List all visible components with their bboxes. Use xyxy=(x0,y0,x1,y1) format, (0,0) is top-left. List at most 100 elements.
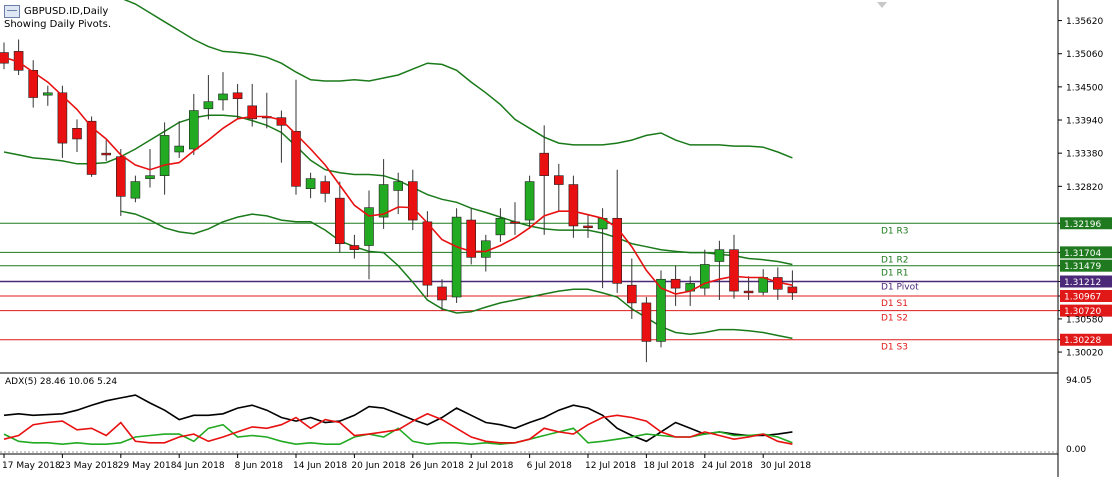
adx-series-1 xyxy=(3,423,793,446)
time-tick-label: 6 Jul 2018 xyxy=(527,461,572,471)
candle-bear xyxy=(539,152,550,176)
candle-bear xyxy=(276,117,287,126)
time-tick-label: 20 Jun 2018 xyxy=(351,461,405,471)
adx-series-2 xyxy=(3,412,793,445)
candle-bull xyxy=(364,207,374,246)
price-tick-label: 1.32820 xyxy=(1066,183,1103,193)
candle-bear xyxy=(743,290,754,294)
price-tag-label: 1.30228 xyxy=(1064,336,1101,346)
price-tag-bg xyxy=(1060,259,1112,272)
time-tick-label: 14 Jun 2018 xyxy=(293,461,347,471)
candle-bear xyxy=(320,181,331,194)
time-tick-label: 29 May 2018 xyxy=(118,461,177,471)
candle-bull xyxy=(42,92,53,96)
band-lower-line xyxy=(120,210,793,340)
adx-tick-label: 94.05 xyxy=(1066,376,1092,386)
candle-bull xyxy=(189,110,199,150)
pivot-label-4: D1 S1 xyxy=(881,299,908,309)
price-tag-label: 1.32196 xyxy=(1064,220,1101,230)
candle-bull xyxy=(174,145,184,153)
candle-bear xyxy=(101,152,111,156)
pivot-label-1: D1 R2 xyxy=(881,255,909,265)
time-tick-label: 18 Jul 2018 xyxy=(643,461,694,471)
candle-bull xyxy=(480,240,491,258)
candle-bear xyxy=(670,278,681,289)
time-tick-label: 17 May 2018 xyxy=(2,461,61,471)
candle-bull xyxy=(145,175,155,179)
price-tag-bg xyxy=(1060,246,1112,259)
candle-bull xyxy=(495,217,506,236)
price-tag-label: 1.31479 xyxy=(1064,262,1101,272)
indicator-subtitle: Showing Daily Pivots. xyxy=(4,19,112,30)
candle-bear xyxy=(116,156,126,197)
candle-bear xyxy=(28,69,39,98)
time-tick-label: 2 Jul 2018 xyxy=(468,461,513,471)
candle-bear xyxy=(349,245,360,250)
price-tick-label: 1.30020 xyxy=(1066,349,1103,359)
candle-bull xyxy=(378,184,389,218)
time-tick-label: 12 Jul 2018 xyxy=(585,461,636,471)
candle-bear xyxy=(729,249,739,292)
adx-tick-label: 0.00 xyxy=(1066,445,1086,455)
candle-bear xyxy=(437,286,447,301)
time-tick-label: 30 Jul 2018 xyxy=(760,461,811,471)
candle-bull xyxy=(714,249,725,262)
price-tag-bg xyxy=(1060,275,1112,288)
candle-bear xyxy=(641,302,652,342)
price-tag-label: 1.30967 xyxy=(1064,293,1101,303)
pivot-label-0: D1 R3 xyxy=(881,226,909,236)
candle-bear xyxy=(466,219,477,258)
time-tick-label: 26 Jun 2018 xyxy=(410,461,464,471)
price-tick-label: 1.35060 xyxy=(1066,50,1103,60)
price-tag-bg xyxy=(1060,304,1112,317)
pivot-label-6: D1 S3 xyxy=(881,343,908,353)
candle-bear xyxy=(553,175,564,185)
candle-bull xyxy=(524,181,535,221)
candle-bull xyxy=(203,101,214,110)
pivot-label-5: D1 S2 xyxy=(881,314,908,324)
chart-header: GBPUSD.ID,Daily Showing Daily Pivots. xyxy=(4,5,111,31)
candle-bear xyxy=(291,130,301,187)
candle-bull xyxy=(393,181,404,191)
price-tag-label: 1.31212 xyxy=(1064,278,1101,288)
candle-bear xyxy=(568,184,579,227)
candle-bear xyxy=(247,105,257,120)
price-tick-label: 1.34500 xyxy=(1066,83,1103,93)
price-tag-label: 1.31704 xyxy=(1064,249,1101,259)
adx-indicator-label: ADX(5) 28.46 10.06 5.24 xyxy=(5,377,118,387)
candle-bull xyxy=(758,277,769,293)
candle-bear xyxy=(626,284,637,304)
price-tick-label: 1.33940 xyxy=(1066,117,1103,127)
candle-bull xyxy=(159,135,170,176)
candle-bear xyxy=(334,197,345,245)
chart-shift-marker-icon[interactable] xyxy=(877,2,887,8)
price-tag-bg xyxy=(1060,217,1112,230)
candle-bull xyxy=(656,278,666,342)
candle-bear xyxy=(422,221,433,286)
candle-bear xyxy=(612,217,623,284)
band-upper-line xyxy=(123,0,793,159)
time-tick-label: 24 Jul 2018 xyxy=(702,461,753,471)
candle-bull xyxy=(699,264,710,289)
time-tick-label: 4 Jun 2018 xyxy=(176,461,225,471)
candle-bear xyxy=(72,128,82,140)
adx-series-0 xyxy=(3,394,793,443)
price-tag-bg xyxy=(1060,333,1112,346)
price-tick-label: 1.33380 xyxy=(1066,150,1103,160)
candle-bull xyxy=(218,93,228,101)
price-tag-bg xyxy=(1060,290,1112,303)
candle-bull xyxy=(130,181,141,199)
time-tick-label: 23 May 2018 xyxy=(59,461,118,471)
time-tick-label: 8 Jun 2018 xyxy=(235,461,284,471)
candle-bull xyxy=(451,216,462,298)
candle-bear xyxy=(86,120,97,175)
candle-bear xyxy=(407,181,418,221)
candle-bear xyxy=(510,221,520,224)
candle-bear xyxy=(232,92,243,100)
chart-window-icon xyxy=(4,5,20,18)
price-tick-label: 1.30580 xyxy=(1066,315,1103,325)
candle-bull xyxy=(305,178,316,189)
moving-average-line xyxy=(3,56,793,295)
